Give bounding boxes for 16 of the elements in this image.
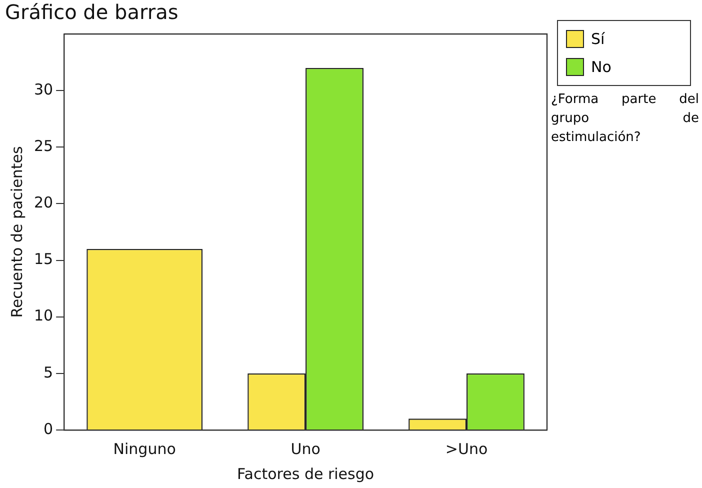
y-axis-title: Recuento de pacientes	[8, 146, 26, 318]
x-tick-label: >Uno	[445, 440, 488, 458]
y-tick-label: 10	[34, 306, 54, 325]
legend-title: ¿Forma parte del grupo de estimulación?	[551, 91, 699, 147]
y-tick-label: 30	[34, 80, 54, 98]
x-tick-label: Uno	[290, 440, 320, 458]
legend-label: Sí	[591, 30, 605, 48]
y-tick-label: 25	[34, 137, 54, 156]
x-tick-label: Ninguno	[113, 440, 176, 458]
x-axis-title: Factores de riesgo	[237, 464, 374, 483]
y-tick-label: 5	[44, 363, 54, 382]
y-tick-label: 15	[34, 250, 54, 268]
chart-title: Gráfico de barras	[5, 0, 178, 24]
y-tick-label: 0	[44, 420, 54, 438]
legend-label: No	[591, 58, 612, 76]
y-tick-label: 20	[34, 194, 54, 212]
